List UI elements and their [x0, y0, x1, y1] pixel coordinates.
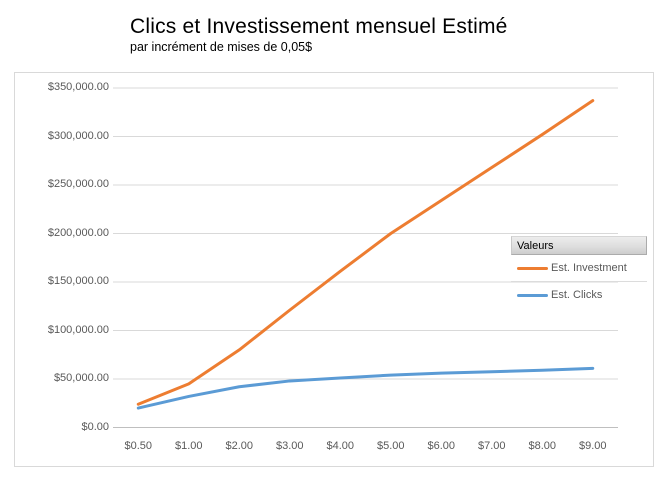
x-tick-label: $8.00 — [528, 440, 557, 452]
legend-item-label: Est. Investment — [551, 262, 627, 274]
x-tick-label: $6.00 — [427, 440, 456, 452]
x-tick-label: $3.00 — [275, 440, 304, 452]
plot — [113, 87, 618, 428]
series-line-est-clicks — [136, 366, 595, 410]
chart-title: Clics et Investissement mensuel Estimé — [130, 15, 508, 38]
y-tick-label: $250,000.00 — [47, 178, 109, 190]
legend-line-swatch — [517, 293, 548, 297]
y-tick-label: $0.00 — [81, 420, 109, 433]
y-tick-label: $50,000.00 — [53, 372, 109, 384]
x-tick-label: $0.50 — [124, 440, 153, 452]
y-tick-label: $100,000.00 — [47, 323, 109, 336]
legend-item-label: Est. Clicks — [551, 289, 603, 301]
chart-subtitle: par incrément de mises de 0,05$ — [130, 40, 313, 54]
y-tick-label: $350,000.00 — [47, 81, 109, 93]
x-tick-label: $1.00 — [174, 440, 203, 452]
y-tick-label: $300,000.00 — [47, 129, 109, 142]
chart-area: $0.00 $50,000.00 $100,000.00 $150,000.00 $20… — [14, 72, 654, 467]
y-tick-label: $200,000.00 — [47, 226, 109, 239]
series-line-est-investment — [136, 99, 595, 406]
x-tick-label: $7.00 — [477, 440, 506, 452]
x-tick-label: $4.00 — [326, 440, 355, 452]
legend-values-field-button[interactable]: Valeurs — [511, 236, 647, 255]
y-tick-label: $150,000.00 — [47, 275, 109, 287]
legend-line-swatch — [517, 266, 548, 270]
x-tick-label: $9.00 — [578, 440, 607, 452]
x-tick-label: $5.00 — [376, 440, 405, 452]
title-block: Clics et Investissement mensuel Estimé p… — [130, 14, 508, 55]
x-tick-label: $2.00 — [225, 440, 254, 452]
legend-items: Est. Investment Est. Clicks — [511, 255, 647, 308]
legend: Valeurs Est. Investment Est. Clicks — [511, 236, 647, 308]
legend-item: Est. Clicks — [511, 281, 647, 308]
legend-item: Est. Investment — [511, 255, 647, 281]
